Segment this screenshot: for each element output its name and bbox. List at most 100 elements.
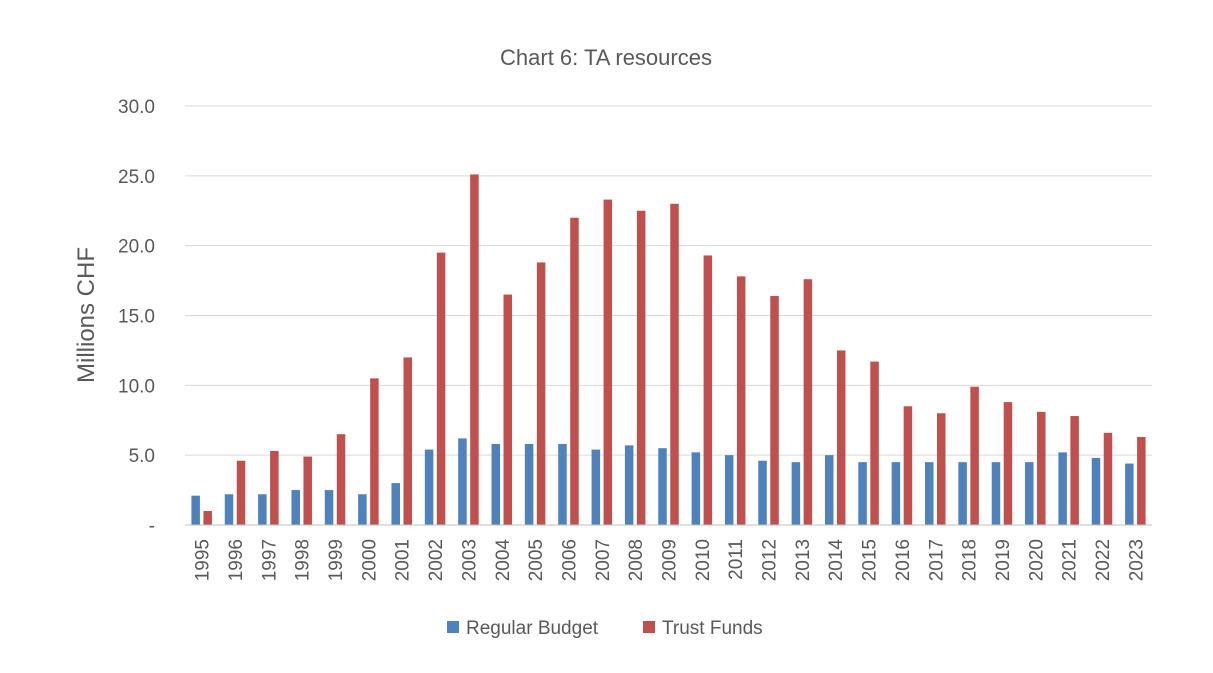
x-tick-label: 2006 xyxy=(559,539,580,581)
bar-trust-funds-2003 xyxy=(470,174,479,525)
x-tick-label: 2007 xyxy=(593,539,614,581)
x-tick-label: 1998 xyxy=(293,539,314,581)
y-tick-label: 5.0 xyxy=(129,446,155,467)
x-tick-label: 2016 xyxy=(893,539,914,581)
bar-trust-funds-2001 xyxy=(403,357,412,525)
bar-trust-funds-2010 xyxy=(703,255,713,525)
bar-trust-funds-1996 xyxy=(236,460,246,525)
x-tick-label: 1995 xyxy=(193,539,214,581)
x-tick-label: 2019 xyxy=(993,539,1014,581)
bar-trust-funds-1997 xyxy=(270,450,279,525)
gridlines xyxy=(185,105,1152,456)
bar-regular-budget-2020 xyxy=(1025,462,1034,525)
bar-regular-budget-2011 xyxy=(724,455,734,525)
x-tick-label: 2017 xyxy=(926,539,947,581)
x-tick-label: 2008 xyxy=(626,539,647,581)
x-tick-label: 2011 xyxy=(726,539,747,580)
legend-label: Trust Funds xyxy=(662,618,763,639)
x-tick-label: 1999 xyxy=(326,539,347,581)
bar-regular-budget-1999 xyxy=(324,490,334,525)
x-tick-label: 2020 xyxy=(1026,539,1047,581)
bar-trust-funds-2018 xyxy=(970,386,979,525)
bar-regular-budget-2007 xyxy=(591,449,601,525)
bar-regular-budget-2022 xyxy=(1091,457,1101,525)
bar-trust-funds-2011 xyxy=(736,276,746,525)
x-tick-label: 2003 xyxy=(459,539,480,581)
bar-trust-funds-2004 xyxy=(503,294,513,525)
bar-regular-budget-2013 xyxy=(791,462,801,525)
y-axis-label: Millions CHF xyxy=(73,247,100,383)
x-tick-label: 2000 xyxy=(359,539,380,581)
y-tick-label: 25.0 xyxy=(118,167,155,188)
bar-trust-funds-2006 xyxy=(570,217,579,526)
bar-trust-funds-2022 xyxy=(1103,432,1113,525)
x-tick-label: 2021 xyxy=(1060,539,1081,581)
bar-trust-funds-2007 xyxy=(603,199,613,525)
x-tick-label: 2002 xyxy=(426,539,447,581)
bar-trust-funds-1995 xyxy=(203,511,212,525)
bar-trust-funds-2002 xyxy=(436,252,446,525)
x-tick-label: 2004 xyxy=(493,539,514,582)
bar-regular-budget-2014 xyxy=(824,455,834,525)
chart-title: Chart 6: TA resources xyxy=(500,45,712,70)
bar-regular-budget-2018 xyxy=(958,462,967,525)
y-tick-label: 10.0 xyxy=(118,376,155,397)
bar-regular-budget-2005 xyxy=(524,443,534,525)
bar-regular-budget-2001 xyxy=(391,483,400,525)
bar-trust-funds-2015 xyxy=(870,361,879,525)
x-tick-label: 1997 xyxy=(259,539,280,581)
bar-regular-budget-2023 xyxy=(1125,463,1134,525)
y-tick-label: 30.0 xyxy=(118,97,155,118)
bar-trust-funds-1999 xyxy=(336,434,346,525)
bar-trust-funds-2019 xyxy=(1003,402,1013,525)
legend: Regular Budget Trust Funds xyxy=(447,618,763,639)
bar-regular-budget-2016 xyxy=(891,462,901,525)
bar-trust-funds-2023 xyxy=(1137,437,1146,525)
y-axis-ticks: - 5.0 10.0 15.0 20.0 25.0 30.0 xyxy=(118,97,155,537)
bar-regular-budget-2021 xyxy=(1058,452,1067,525)
legend-label: Regular Budget xyxy=(466,618,599,639)
bar-regular-budget-1997 xyxy=(258,494,267,525)
bar-regular-budget-2000 xyxy=(358,494,367,525)
x-tick-label: 2013 xyxy=(793,539,814,581)
x-tick-label: 2015 xyxy=(860,539,881,581)
y-tick-label: - xyxy=(149,516,155,537)
bar-trust-funds-2017 xyxy=(937,413,946,525)
bar-regular-budget-1998 xyxy=(291,490,300,525)
bar-trust-funds-1998 xyxy=(303,456,312,525)
bar-trust-funds-2000 xyxy=(370,378,379,525)
x-tick-label: 2005 xyxy=(526,539,547,581)
x-tick-label: 2009 xyxy=(660,539,681,581)
legend-swatch xyxy=(447,621,459,633)
bar-regular-budget-2002 xyxy=(424,449,434,525)
x-tick-label: 2018 xyxy=(960,539,981,581)
bar-trust-funds-2012 xyxy=(770,295,779,525)
bar-regular-budget-2006 xyxy=(558,443,567,525)
bar-trust-funds-2008 xyxy=(636,210,646,525)
bar-trust-funds-2016 xyxy=(903,406,913,525)
bar-trust-funds-2005 xyxy=(536,262,546,525)
bars xyxy=(191,174,1146,526)
bar-regular-budget-2012 xyxy=(758,460,767,525)
bar-trust-funds-2013 xyxy=(803,279,813,525)
x-axis-ticks: 1995 1996 1997 1998 1999 2000 2001 2002 2003 2004… xyxy=(193,539,1148,582)
x-tick-label: 2001 xyxy=(393,539,414,581)
bar-regular-budget-2003 xyxy=(458,438,467,525)
bar-trust-funds-2020 xyxy=(1037,411,1046,525)
bar-regular-budget-1996 xyxy=(224,494,234,525)
bar-regular-budget-2017 xyxy=(925,462,934,525)
bar-regular-budget-2008 xyxy=(624,445,634,525)
bar-regular-budget-2019 xyxy=(991,462,1001,525)
y-tick-label: 20.0 xyxy=(118,237,155,258)
legend-swatch xyxy=(643,621,655,633)
x-tick-label: 2022 xyxy=(1093,539,1114,581)
bar-trust-funds-2021 xyxy=(1070,416,1079,525)
bar-regular-budget-2009 xyxy=(658,448,667,525)
bar-regular-budget-1995 xyxy=(191,495,200,525)
x-tick-label: 2014 xyxy=(826,539,847,582)
bar-trust-funds-2014 xyxy=(836,350,846,525)
bar-trust-funds-2009 xyxy=(670,203,679,525)
bar-regular-budget-2004 xyxy=(491,443,501,525)
